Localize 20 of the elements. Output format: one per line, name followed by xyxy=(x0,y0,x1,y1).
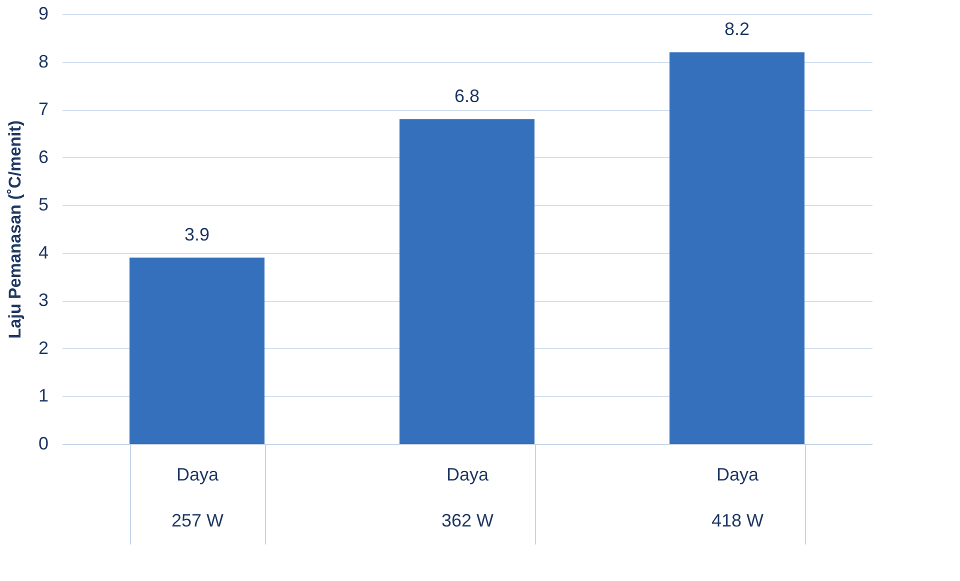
y-tick-label: 0 xyxy=(38,434,48,454)
y-tick-label: 1 xyxy=(38,386,48,406)
y-tick-label: 9 xyxy=(38,4,48,24)
data-label: 8.2 xyxy=(724,19,750,40)
category-label: Daya 257 W xyxy=(171,464,224,530)
y-tick-label: 8 xyxy=(38,51,48,72)
y-axis-title: Laju Pemanasan (˚C/menit) xyxy=(5,120,24,339)
data-label: 3.9 xyxy=(184,224,210,245)
category-label: Daya 362 W xyxy=(441,464,494,530)
y-tick-label: 4 xyxy=(38,242,48,262)
y-tick-label: 3 xyxy=(38,290,48,310)
y-tick-label: 6 xyxy=(38,146,48,167)
category-label: Daya 418 W xyxy=(711,464,764,530)
y-tick-label: 7 xyxy=(38,99,48,120)
bar xyxy=(400,119,534,444)
y-tick-label: 5 xyxy=(38,194,48,215)
bar xyxy=(130,258,264,444)
data-label: 6.8 xyxy=(454,86,480,106)
bar xyxy=(670,52,804,444)
y-tick-label: 2 xyxy=(38,338,48,358)
